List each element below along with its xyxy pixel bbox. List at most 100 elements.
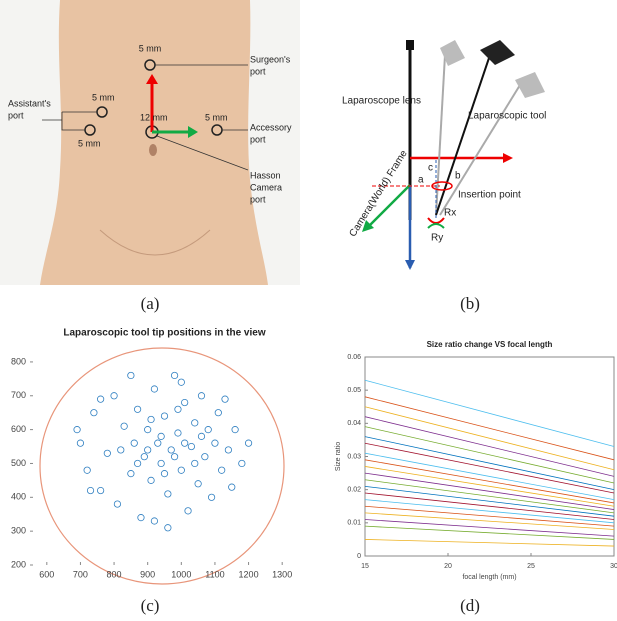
panel-a: 5 mm Surgeon's port Assistant's port 5 m… xyxy=(0,0,300,285)
line xyxy=(364,479,615,514)
label: Accessory xyxy=(250,122,292,132)
point xyxy=(97,486,105,495)
point xyxy=(150,385,159,393)
tool-handle xyxy=(480,40,515,65)
line xyxy=(364,492,615,520)
line xyxy=(364,416,615,477)
caption: (d) xyxy=(460,596,480,615)
point xyxy=(154,439,162,447)
axis-y xyxy=(369,184,411,226)
x-axis-label: focal length (mm) xyxy=(462,574,516,581)
point xyxy=(157,432,165,440)
abdomen xyxy=(40,0,268,285)
y-tick-label: 600 xyxy=(11,424,26,434)
point xyxy=(86,486,95,495)
point xyxy=(244,439,253,447)
tool xyxy=(435,54,491,216)
y-tick-label: 0.05 xyxy=(347,387,361,394)
line xyxy=(364,519,615,537)
line xyxy=(364,442,615,494)
arrowhead xyxy=(503,153,513,163)
line xyxy=(364,512,615,530)
point xyxy=(164,490,172,498)
y-tick-label: 500 xyxy=(11,458,26,468)
point xyxy=(231,426,239,434)
insertion-ring xyxy=(431,181,453,191)
point xyxy=(214,409,222,417)
plot-area xyxy=(364,356,615,557)
rotation-x xyxy=(427,217,445,224)
point xyxy=(201,453,209,461)
line xyxy=(364,472,615,510)
label: port xyxy=(250,134,266,144)
y-tick-label: 0.03 xyxy=(347,453,361,460)
label: 12 mm xyxy=(140,112,168,122)
point xyxy=(218,466,226,474)
label: Insertion point xyxy=(458,190,521,201)
x-tick-label: 1100 xyxy=(205,569,224,579)
point xyxy=(103,449,111,457)
arrowhead xyxy=(362,220,374,232)
point xyxy=(120,422,128,430)
lens-top xyxy=(406,40,414,50)
point xyxy=(90,409,98,417)
tool-handle xyxy=(515,72,545,98)
point xyxy=(197,392,206,400)
panel-b: Laparoscope lens Laparoscopic tool Camer… xyxy=(342,40,546,270)
label: c xyxy=(428,163,433,174)
x-tick-label: 700 xyxy=(73,569,88,579)
line xyxy=(364,539,615,547)
point xyxy=(181,439,189,447)
line xyxy=(364,406,615,471)
point xyxy=(167,446,175,454)
label: a xyxy=(418,175,424,186)
label: Assistant's xyxy=(8,98,51,108)
label: Hasson xyxy=(250,170,281,180)
line xyxy=(364,485,615,517)
point xyxy=(160,412,169,420)
line xyxy=(364,499,615,524)
point xyxy=(224,446,232,454)
y-tick-label: 0.06 xyxy=(347,354,361,361)
point xyxy=(147,476,155,484)
tool-handle xyxy=(440,40,465,66)
line xyxy=(364,426,615,484)
label: port xyxy=(250,66,266,76)
label: 5 mm xyxy=(78,138,101,148)
label: Ry xyxy=(431,233,443,244)
arrowhead xyxy=(146,74,158,84)
y-tick-label: 400 xyxy=(11,492,26,502)
line xyxy=(364,459,615,504)
point xyxy=(144,426,152,434)
y-tick-label: 0.01 xyxy=(347,520,361,527)
point xyxy=(157,459,165,468)
y-tick-label: 0 xyxy=(357,553,361,560)
point xyxy=(228,483,236,491)
plot-area xyxy=(30,345,299,565)
line xyxy=(364,466,615,507)
point xyxy=(174,405,182,413)
point xyxy=(147,415,155,424)
x-tick-label: 600 xyxy=(39,569,54,579)
label: Rx xyxy=(444,208,456,219)
point xyxy=(113,500,122,508)
y-tick-label: 200 xyxy=(11,559,26,569)
chart-title: Size ratio change VS focal length xyxy=(427,340,553,349)
leader-lines xyxy=(42,64,249,171)
label: Laparoscope lens xyxy=(342,96,421,107)
point xyxy=(127,470,135,478)
point xyxy=(134,459,142,468)
y-tick-label: 0.02 xyxy=(347,487,361,494)
arrowhead xyxy=(405,260,415,270)
x-tick-label: 20 xyxy=(444,563,452,570)
y-axis-label: Size ratio xyxy=(335,442,342,471)
y-tick-label: 0.04 xyxy=(347,420,361,427)
point xyxy=(160,470,169,478)
x-tick-label: 900 xyxy=(140,569,155,579)
point xyxy=(211,439,219,447)
label: Surgeon's xyxy=(250,54,291,64)
view-boundary xyxy=(39,347,285,585)
tool-shadow xyxy=(439,84,521,216)
line xyxy=(364,396,615,461)
caption: (b) xyxy=(460,294,480,313)
